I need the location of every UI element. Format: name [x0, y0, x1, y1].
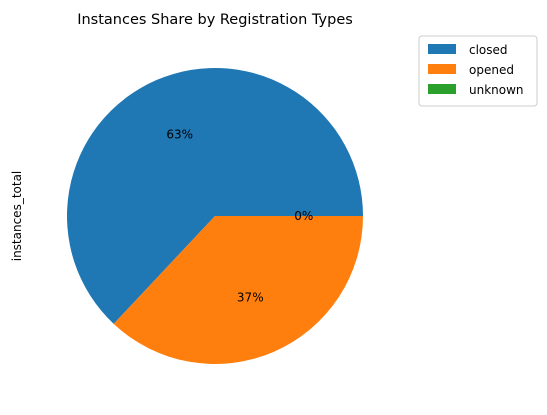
y-axis-label: instances_total [10, 171, 24, 262]
legend-items: closed opened unknown [428, 43, 524, 97]
legend-label-unknown: unknown [469, 83, 524, 97]
legend-swatch-unknown [428, 84, 456, 94]
chart-title: Instances Share by Registration Types [77, 12, 353, 28]
legend[interactable]: closed opened unknown [418, 35, 538, 107]
pie-percent-label-closed: 63% [166, 128, 193, 142]
pie-slice-closed [67, 68, 364, 324]
pie-percent-label-unknown: 0% [294, 209, 313, 223]
legend-item-unknown[interactable]: unknown [428, 83, 524, 97]
pie-percent-label-opened: 37% [237, 290, 264, 304]
legend-label-opened: opened [469, 63, 514, 77]
legend-item-closed[interactable]: closed [428, 43, 508, 57]
legend-item-opened[interactable]: opened [428, 63, 514, 77]
legend-label-closed: closed [469, 43, 508, 57]
pie-percent-labels: 63% 37% 0% [166, 128, 313, 305]
pie-slice-opened [113, 216, 363, 364]
pie-slices [67, 68, 364, 364]
legend-swatch-opened [428, 64, 456, 74]
legend-swatch-closed [428, 44, 456, 54]
